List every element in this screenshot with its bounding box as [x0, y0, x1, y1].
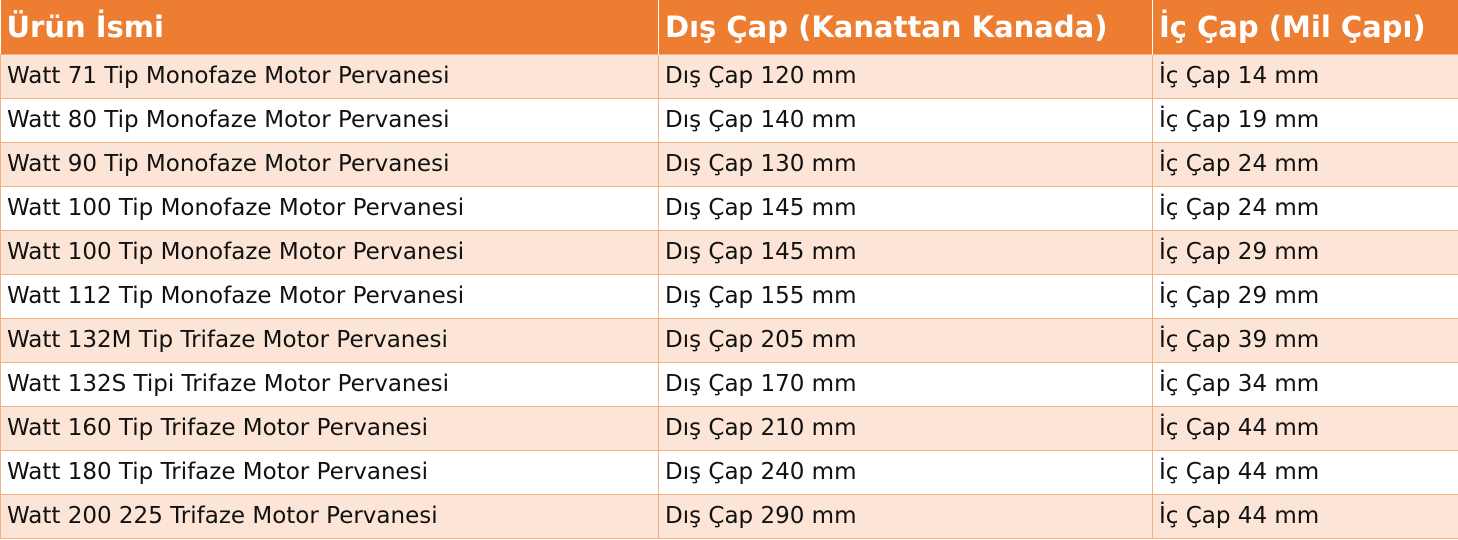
table-row: Watt 90 Tip Monofaze Motor Pervanesi Dış … — [0, 141, 1458, 187]
table-row: Watt 100 Tip Monofaze Motor Pervanesi Dış… — [0, 185, 1458, 231]
table-cell: Dış Çap 210 mm — [658, 405, 1153, 451]
table-cell: Watt 200 225 Trifaze Motor Pervanesi — [0, 493, 659, 539]
table-cell: Dış Çap 145 mm — [658, 185, 1153, 231]
table-row: Watt 80 Tip Monofaze Motor Pervanesi Dış … — [0, 97, 1458, 143]
table-row: Watt 112 Tip Monofaze Motor Pervanesi Dış… — [0, 273, 1458, 319]
table-cell: Dış Çap 120 mm — [658, 53, 1153, 99]
table-body: Watt 71 Tip Monofaze Motor Pervanesi Dış … — [0, 53, 1458, 539]
header-cell: Dış Çap (Kanattan Kanada) — [658, 0, 1153, 54]
table-cell: Dış Çap 240 mm — [658, 449, 1153, 495]
table-row: Watt 71 Tip Monofaze Motor Pervanesi Dış … — [0, 53, 1458, 99]
header-row: Ürün İsmi Dış Çap (Kanattan Kanada) İç Çap… — [0, 0, 1458, 54]
table-cell: Dış Çap 145 mm — [658, 229, 1153, 275]
table-cell: İç Çap 24 mm — [1152, 141, 1458, 187]
table-row: Watt 160 Tip Trifaze Motor Pervanesi Dış … — [0, 405, 1458, 451]
table-cell: İç Çap 44 mm — [1152, 449, 1458, 495]
table-cell: İç Çap 44 mm — [1152, 493, 1458, 539]
table-cell: İç Çap 44 mm — [1152, 405, 1458, 451]
table-cell: Watt 100 Tip Monofaze Motor Pervanesi — [0, 229, 659, 275]
table-cell: Dış Çap 290 mm — [658, 493, 1153, 539]
table-cell: İç Çap 29 mm — [1152, 229, 1458, 275]
table-row: Watt 132S Tipi Trifaze Motor Pervanesi Dı… — [0, 361, 1458, 407]
table-cell: Watt 80 Tip Monofaze Motor Pervanesi — [0, 97, 659, 143]
table-cell: Dış Çap 170 mm — [658, 361, 1153, 407]
table-cell: Watt 132M Tip Trifaze Motor Pervanesi — [0, 317, 659, 363]
table-cell: İç Çap 24 mm — [1152, 185, 1458, 231]
table-row: Watt 132M Tip Trifaze Motor Pervanesi Dış… — [0, 317, 1458, 363]
table-cell: İç Çap 14 mm — [1152, 53, 1458, 99]
table-cell: Dış Çap 140 mm — [658, 97, 1153, 143]
table-cell: Watt 112 Tip Monofaze Motor Pervanesi — [0, 273, 659, 319]
table-cell: Dış Çap 205 mm — [658, 317, 1153, 363]
table-row: Watt 180 Tip Trifaze Motor Pervanesi Dış … — [0, 449, 1458, 495]
table-cell: İç Çap 39 mm — [1152, 317, 1458, 363]
header-cell: Ürün İsmi — [0, 0, 659, 54]
table-cell: İç Çap 19 mm — [1152, 97, 1458, 143]
table-cell: Watt 71 Tip Monofaze Motor Pervanesi — [0, 53, 659, 99]
table-row: Watt 100 Tip Monofaze Motor Pervanesi Dış… — [0, 229, 1458, 275]
table-row: Watt 200 225 Trifaze Motor Pervanesi Dış … — [0, 493, 1458, 539]
table-cell: Dış Çap 130 mm — [658, 141, 1153, 187]
table-cell: Watt 132S Tipi Trifaze Motor Pervanesi — [0, 361, 659, 407]
table-cell: İç Çap 34 mm — [1152, 361, 1458, 407]
table-cell: Dış Çap 155 mm — [658, 273, 1153, 319]
table-cell: Watt 90 Tip Monofaze Motor Pervanesi — [0, 141, 659, 187]
header-cell: İç Çap (Mil Çapı) — [1152, 0, 1458, 54]
table-cell: Watt 180 Tip Trifaze Motor Pervanesi — [0, 449, 659, 495]
table-cell: Watt 100 Tip Monofaze Motor Pervanesi — [0, 185, 659, 231]
table-cell: İç Çap 29 mm — [1152, 273, 1458, 319]
table-cell: Watt 160 Tip Trifaze Motor Pervanesi — [0, 405, 659, 451]
